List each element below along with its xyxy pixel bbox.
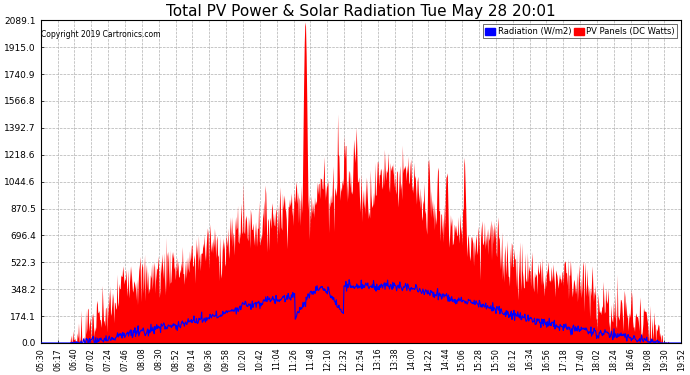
Legend: Radiation (W/m2), PV Panels (DC Watts): Radiation (W/m2), PV Panels (DC Watts) <box>482 24 677 39</box>
Text: Copyright 2019 Cartronics.com: Copyright 2019 Cartronics.com <box>41 30 161 39</box>
Title: Total PV Power & Solar Radiation Tue May 28 20:01: Total PV Power & Solar Radiation Tue May… <box>166 4 556 19</box>
